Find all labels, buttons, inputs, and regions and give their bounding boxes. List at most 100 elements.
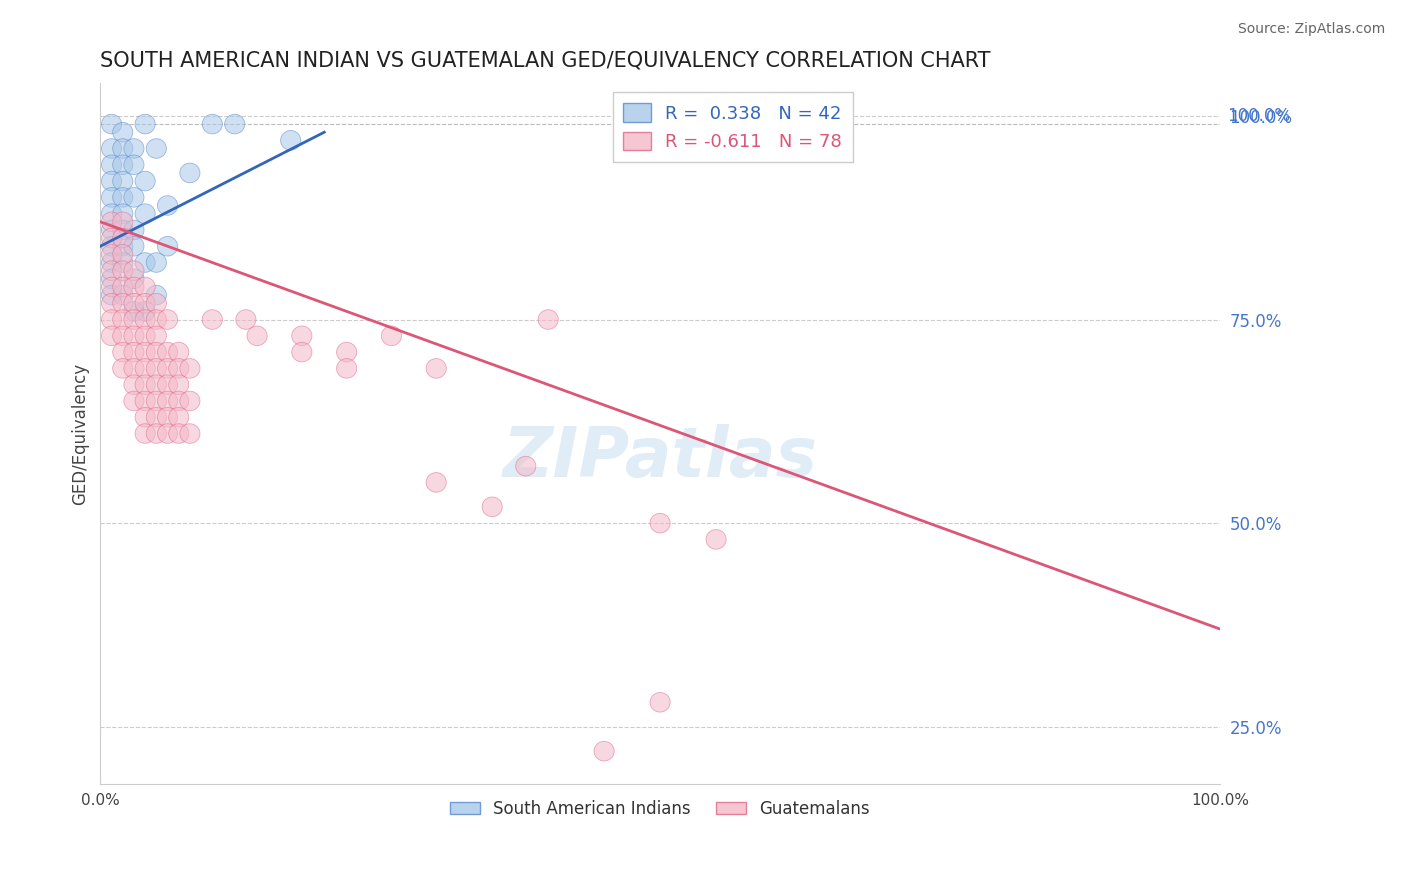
Ellipse shape (202, 310, 222, 329)
Ellipse shape (157, 359, 177, 378)
Text: SOUTH AMERICAN INDIAN VS GUATEMALAN GED/EQUIVALENCY CORRELATION CHART: SOUTH AMERICAN INDIAN VS GUATEMALAN GED/… (100, 51, 991, 70)
Ellipse shape (538, 310, 558, 329)
Ellipse shape (157, 343, 177, 362)
Ellipse shape (135, 293, 155, 313)
Ellipse shape (112, 204, 132, 224)
Ellipse shape (146, 375, 166, 394)
Ellipse shape (426, 473, 446, 492)
Ellipse shape (101, 293, 122, 313)
Ellipse shape (157, 408, 177, 427)
Ellipse shape (135, 392, 155, 411)
Ellipse shape (595, 741, 614, 761)
Ellipse shape (135, 343, 155, 362)
Ellipse shape (101, 310, 122, 329)
Ellipse shape (281, 130, 301, 150)
Ellipse shape (135, 408, 155, 427)
Ellipse shape (157, 392, 177, 411)
Ellipse shape (292, 343, 312, 362)
Ellipse shape (124, 277, 143, 297)
Ellipse shape (101, 155, 122, 175)
Ellipse shape (101, 114, 122, 134)
Ellipse shape (124, 220, 143, 240)
Ellipse shape (146, 138, 166, 158)
Ellipse shape (124, 155, 143, 175)
Ellipse shape (112, 326, 132, 345)
Ellipse shape (336, 359, 357, 378)
Ellipse shape (180, 424, 200, 443)
Ellipse shape (650, 692, 671, 712)
Ellipse shape (247, 326, 267, 345)
Legend: South American Indians, Guatemalans: South American Indians, Guatemalans (443, 793, 877, 824)
Ellipse shape (112, 122, 132, 142)
Ellipse shape (426, 359, 446, 378)
Ellipse shape (101, 187, 122, 207)
Ellipse shape (112, 171, 132, 191)
Ellipse shape (124, 326, 143, 345)
Ellipse shape (146, 326, 166, 345)
Ellipse shape (516, 457, 536, 476)
Ellipse shape (101, 285, 122, 305)
Text: ZIPatlas: ZIPatlas (502, 425, 818, 491)
Ellipse shape (101, 138, 122, 158)
Ellipse shape (101, 204, 122, 224)
Ellipse shape (157, 310, 177, 329)
Ellipse shape (101, 171, 122, 191)
Ellipse shape (169, 408, 188, 427)
Ellipse shape (135, 359, 155, 378)
Ellipse shape (292, 326, 312, 345)
Ellipse shape (124, 138, 143, 158)
Ellipse shape (135, 301, 155, 321)
Ellipse shape (101, 220, 122, 240)
Ellipse shape (101, 269, 122, 289)
Text: 100.0%: 100.0% (1227, 107, 1289, 125)
Ellipse shape (124, 310, 143, 329)
Ellipse shape (124, 236, 143, 256)
Ellipse shape (101, 326, 122, 345)
Ellipse shape (112, 244, 132, 264)
Ellipse shape (157, 424, 177, 443)
Ellipse shape (381, 326, 402, 345)
Ellipse shape (135, 310, 155, 329)
Ellipse shape (112, 212, 132, 232)
Ellipse shape (112, 220, 132, 240)
Ellipse shape (135, 114, 155, 134)
Ellipse shape (236, 310, 256, 329)
Ellipse shape (146, 285, 166, 305)
Ellipse shape (101, 228, 122, 248)
Ellipse shape (157, 375, 177, 394)
Ellipse shape (135, 326, 155, 345)
Ellipse shape (146, 310, 166, 329)
Ellipse shape (101, 260, 122, 280)
Ellipse shape (135, 277, 155, 297)
Ellipse shape (112, 260, 132, 280)
Ellipse shape (169, 359, 188, 378)
Ellipse shape (146, 408, 166, 427)
Ellipse shape (180, 163, 200, 183)
Ellipse shape (180, 392, 200, 411)
Ellipse shape (336, 343, 357, 362)
Ellipse shape (124, 359, 143, 378)
Ellipse shape (146, 392, 166, 411)
Ellipse shape (146, 293, 166, 313)
Ellipse shape (135, 171, 155, 191)
Ellipse shape (202, 114, 222, 134)
Ellipse shape (112, 155, 132, 175)
Ellipse shape (135, 252, 155, 272)
Ellipse shape (225, 114, 245, 134)
Ellipse shape (169, 375, 188, 394)
Ellipse shape (482, 497, 502, 516)
Ellipse shape (112, 252, 132, 272)
Ellipse shape (112, 359, 132, 378)
Ellipse shape (112, 285, 132, 305)
Ellipse shape (112, 277, 132, 297)
Ellipse shape (169, 392, 188, 411)
Ellipse shape (112, 343, 132, 362)
Ellipse shape (650, 513, 671, 533)
Ellipse shape (112, 228, 132, 248)
Ellipse shape (112, 310, 132, 329)
Ellipse shape (101, 277, 122, 297)
Ellipse shape (101, 236, 122, 256)
Text: Source: ZipAtlas.com: Source: ZipAtlas.com (1237, 22, 1385, 37)
Ellipse shape (101, 252, 122, 272)
Ellipse shape (169, 343, 188, 362)
